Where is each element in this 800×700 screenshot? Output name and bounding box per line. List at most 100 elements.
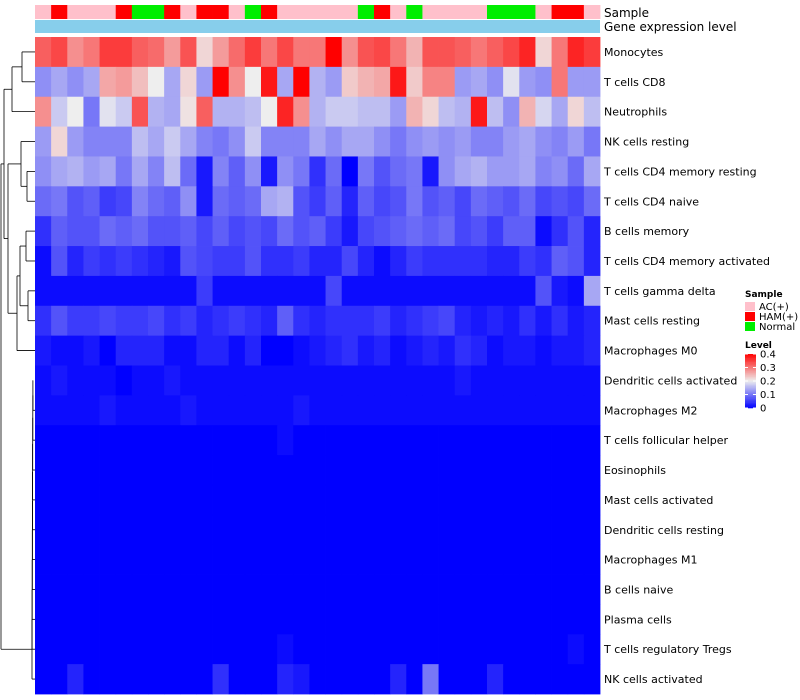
heatmap-cell (470, 246, 488, 277)
heatmap-cell (519, 66, 536, 98)
heatmap-cell (487, 126, 504, 157)
heatmap-cell (341, 484, 359, 516)
heatmap-cell (438, 574, 456, 605)
heatmap-cell (99, 425, 117, 456)
heatmap-cell (261, 335, 278, 366)
heatmap-cell (406, 514, 423, 546)
heatmap-cell (35, 156, 52, 187)
legend-colorbar-segment (745, 367, 756, 370)
heatmap-cell (293, 37, 310, 68)
heatmap-cell (551, 574, 569, 605)
heatmap-cell (115, 335, 133, 366)
heatmap-cell (583, 96, 601, 127)
heatmap-cell (244, 335, 262, 366)
heatmap-cell (357, 246, 375, 277)
heatmap-cell (277, 484, 294, 516)
heatmap-cell (196, 37, 213, 68)
heatmap-cell (470, 37, 488, 68)
heatmap-cell (131, 455, 149, 486)
heatmap-cell (67, 126, 84, 157)
heatmap-cell (503, 664, 520, 695)
heatmap-cell (567, 484, 585, 516)
heatmap-cell (567, 156, 585, 187)
heatmap-cell (503, 425, 520, 456)
heatmap-cell (35, 395, 52, 426)
heatmap-cell (535, 604, 552, 635)
heatmap-cell (293, 455, 310, 486)
heatmap-cell (454, 186, 472, 217)
heatmap-cell (51, 365, 68, 396)
heatmap-cell (551, 664, 569, 695)
heatmap-cell (583, 604, 601, 635)
heatmap-cell (261, 664, 278, 695)
heatmap-cell (422, 425, 439, 456)
heatmap-cell (309, 395, 326, 426)
heatmap-cell (293, 246, 310, 277)
heatmap-cell (503, 186, 520, 217)
heatmap-cell (99, 186, 117, 217)
heatmap-cell (277, 186, 294, 217)
heatmap-cell (341, 126, 359, 157)
heatmap-cell (325, 37, 343, 68)
heatmap-cell (261, 425, 278, 456)
heatmap-cell (325, 305, 343, 337)
heatmap-cell (535, 574, 552, 605)
heatmap-cell (148, 574, 165, 605)
heatmap-cell (309, 335, 326, 366)
heatmap-cell (228, 484, 246, 516)
heatmap-cell (438, 484, 456, 516)
heatmap-cell (487, 335, 504, 366)
heatmap-cell (438, 275, 456, 307)
heatmap-cell (487, 246, 504, 277)
heatmap-cell (67, 425, 84, 456)
heatmap-cell (228, 634, 246, 665)
heatmap-cell (180, 604, 197, 635)
heatmap-cell (535, 484, 552, 516)
heatmap-cell (583, 275, 601, 307)
heatmap-cell (277, 455, 294, 486)
legend-colorbar-segment (745, 376, 756, 379)
heatmap-cell (164, 156, 181, 187)
heatmap-cell (551, 395, 569, 426)
heatmap-cell (567, 186, 585, 217)
heatmap-cell (115, 37, 133, 68)
heatmap-cell (374, 664, 391, 695)
heatmap-cell (357, 574, 375, 605)
heatmap-cell (567, 664, 585, 695)
heatmap-cell (406, 574, 423, 605)
heatmap-cell (277, 574, 294, 605)
heatmap-cell (261, 37, 278, 68)
legend-colorbar-segment (745, 378, 756, 380)
heatmap-cell (551, 246, 569, 277)
heatmap-cell (567, 37, 585, 68)
heatmap-cell (83, 305, 100, 337)
sample-annotation-cell (35, 5, 52, 19)
heatmap-cell (115, 395, 133, 426)
heatmap-cell (99, 37, 117, 68)
heatmap-cell (228, 335, 246, 366)
heatmap-cell (131, 96, 149, 127)
heatmap-cell (228, 186, 246, 217)
heatmap-cell (51, 634, 68, 665)
heatmap-cell (228, 305, 246, 337)
heatmap-cell (535, 66, 552, 98)
heatmap-cell (228, 246, 246, 277)
heatmap-cell (309, 246, 326, 277)
heatmap-cell (83, 216, 100, 247)
heatmap-cell (196, 604, 213, 635)
heatmap-cell (535, 305, 552, 337)
heatmap-cell (164, 335, 181, 366)
heatmap-cell (164, 425, 181, 456)
heatmap-cell (212, 305, 230, 337)
heatmap-cell (325, 66, 343, 98)
heatmap-cell (341, 275, 359, 307)
heatmap-cell (438, 246, 456, 277)
heatmap-cell (180, 664, 197, 695)
heatmap-cell (228, 216, 246, 247)
legend-colorbar-segment (745, 368, 756, 371)
heatmap-cell (228, 664, 246, 695)
heatmap-cell (196, 514, 213, 546)
heatmap-cell (261, 604, 278, 635)
heatmap-cell (309, 126, 326, 157)
